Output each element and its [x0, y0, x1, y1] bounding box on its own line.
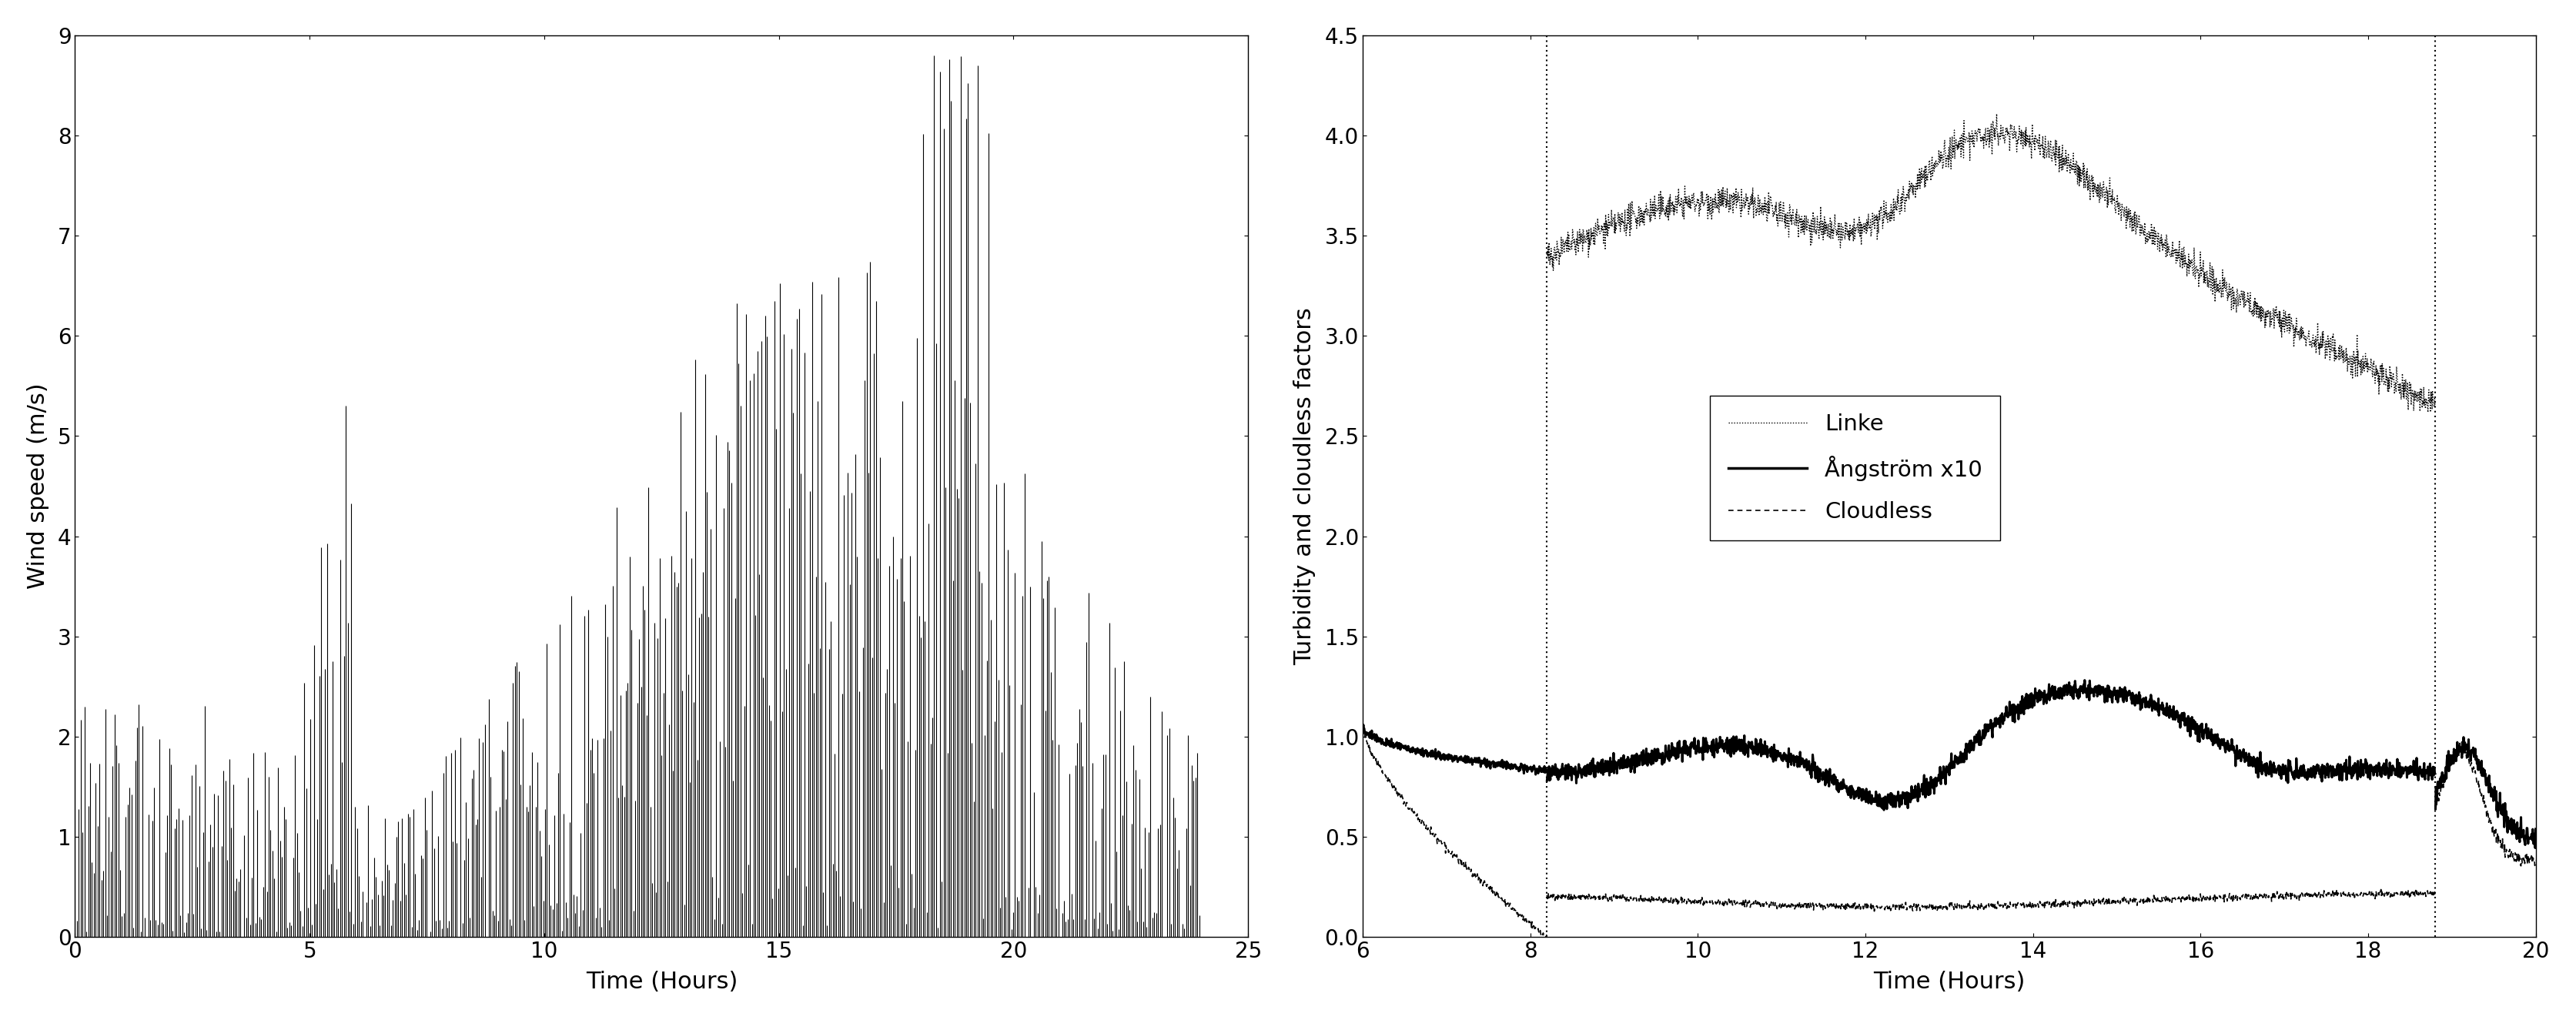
Linke	[2419, 399, 2450, 411]
Linke	[1533, 249, 1564, 261]
Linke	[2285, 333, 2316, 345]
Y-axis label: Turbidity and cloudless factors: Turbidity and cloudless factors	[1293, 307, 1316, 665]
Linke	[1981, 108, 2012, 120]
Legend: Linke, Ångström x10, Cloudless: Linke, Ångström x10, Cloudless	[1710, 396, 2002, 541]
Linke	[1741, 197, 1772, 209]
X-axis label: Time (Hours): Time (Hours)	[585, 971, 737, 993]
Linke	[1790, 209, 1821, 221]
Linke	[2254, 305, 2285, 317]
Linke	[2414, 406, 2445, 418]
Linke	[2215, 290, 2246, 302]
Y-axis label: Wind speed (m/s): Wind speed (m/s)	[26, 384, 49, 590]
X-axis label: Time (Hours): Time (Hours)	[1873, 971, 2025, 993]
Linke	[1919, 158, 1950, 170]
Line: Linke: Linke	[1548, 114, 2434, 412]
